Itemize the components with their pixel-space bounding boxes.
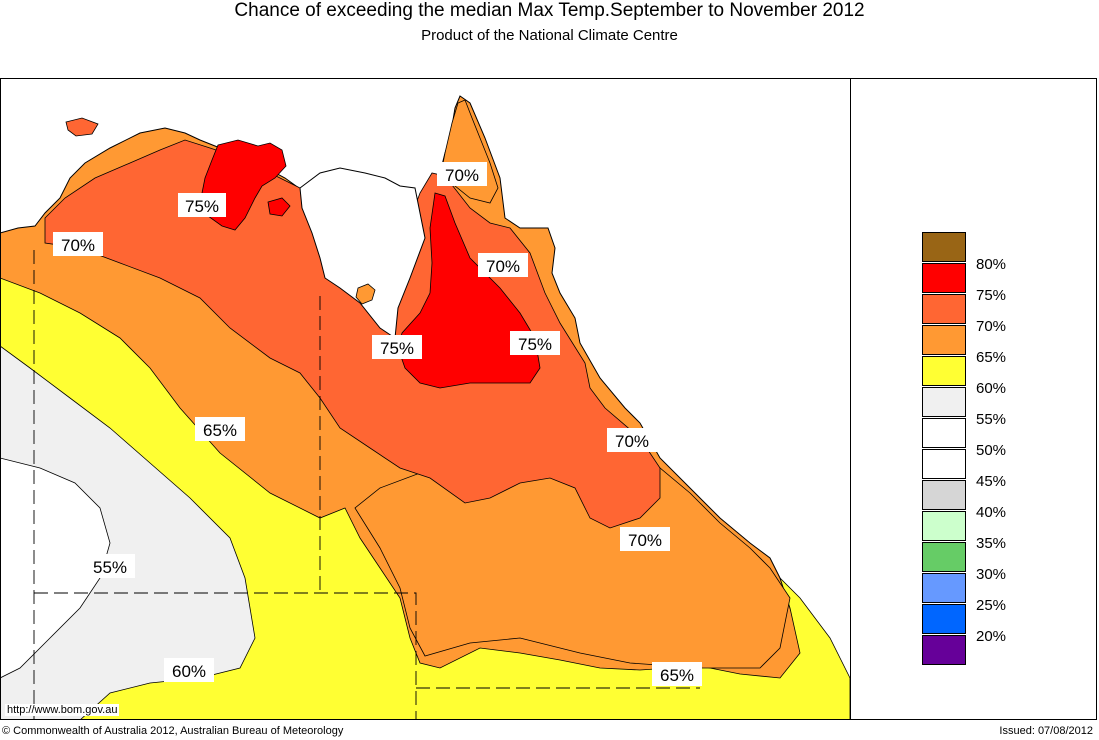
legend-label: 20% [976,628,1007,645]
border-sa-north [34,592,417,720]
map-label: 60% [164,658,214,682]
legend-label: 75% [976,287,1007,304]
legend-label: 40% [976,504,1007,521]
legend-swatch [922,511,966,541]
island-groote [355,283,376,305]
legend-swatch [922,449,966,479]
legend-swatch [922,294,966,324]
svg-text:70%: 70% [628,531,662,550]
svg-text:70%: 70% [61,236,95,255]
map-label: 70% [607,428,657,452]
legend-swatch [922,232,966,262]
island-north [267,197,291,217]
svg-text:60%: 60% [172,662,206,681]
legend-swatch [922,604,966,634]
svg-text:70%: 70% [486,257,520,276]
legend-label: 70% [976,318,1007,335]
map-label: 55% [85,554,135,578]
legend-swatch [922,263,966,293]
map-label: 70% [620,527,670,551]
svg-text:75%: 75% [380,339,414,358]
map-label: 65% [652,662,702,686]
legend-swatch [922,418,966,448]
source-url[interactable]: http://www.bom.gov.au [5,704,120,716]
legend-label: 60% [976,380,1007,397]
map-label: 70% [53,232,103,256]
legend-divider [850,78,851,720]
legend-swatch [922,542,966,572]
issued-date: Issued: 07/08/2012 [999,725,1093,737]
map-label: 70% [437,162,487,186]
svg-text:65%: 65% [660,666,694,685]
map-label: 75% [510,331,560,355]
copyright-text: © Commonwealth of Australia 2012, Austra… [2,725,344,737]
legend-label: 55% [976,411,1007,428]
map-labels: 75% 70% 70% 70% 75% 75% 65% 70% 70% 55% … [53,162,702,686]
svg-text:75%: 75% [185,197,219,216]
region-70-redorange [44,139,661,529]
legend-swatch [922,573,966,603]
svg-text:70%: 70% [445,166,479,185]
island-melville [65,117,99,137]
legend-label: 25% [976,597,1007,614]
legend-label: 30% [976,566,1007,583]
svg-text:65%: 65% [203,421,237,440]
legend-label: 80% [976,256,1007,273]
svg-text:70%: 70% [615,432,649,451]
legend-label: 50% [976,442,1007,459]
map-frame [0,78,1097,720]
map-title: Chance of exceeding the median Max Temp.… [234,0,865,21]
map-label: 65% [195,417,245,441]
map-label: 75% [178,193,226,217]
legend-swatch [922,387,966,417]
legend-label: 35% [976,535,1007,552]
legend-swatch [922,325,966,355]
svg-text:75%: 75% [518,335,552,354]
legend-swatch [922,635,966,665]
legend-swatch [922,356,966,386]
gulf-water [299,167,426,339]
map-label: 70% [478,253,528,277]
svg-text:55%: 55% [93,558,127,577]
legend-label: 45% [976,473,1007,490]
map-subtitle: Product of the National Climate Centre [421,27,678,44]
legend-swatch [922,480,966,510]
probability-map: 75% 70% 70% 70% 75% 75% 65% 70% 70% 55% … [0,78,850,720]
map-label: 75% [372,335,422,359]
legend-label: 65% [976,349,1007,366]
